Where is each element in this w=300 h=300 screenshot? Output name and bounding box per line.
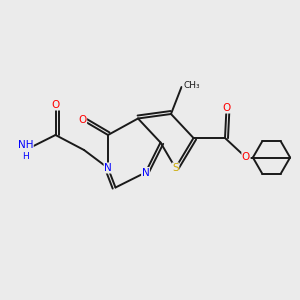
Text: N: N (142, 167, 149, 178)
Text: O: O (222, 103, 231, 113)
Text: O: O (51, 100, 60, 110)
Text: H: H (22, 152, 29, 161)
Text: CH₃: CH₃ (183, 81, 200, 90)
Text: S: S (172, 163, 179, 173)
Text: N: N (104, 163, 112, 173)
Text: NH: NH (18, 140, 33, 151)
Text: O: O (242, 152, 250, 163)
Text: O: O (78, 115, 87, 125)
